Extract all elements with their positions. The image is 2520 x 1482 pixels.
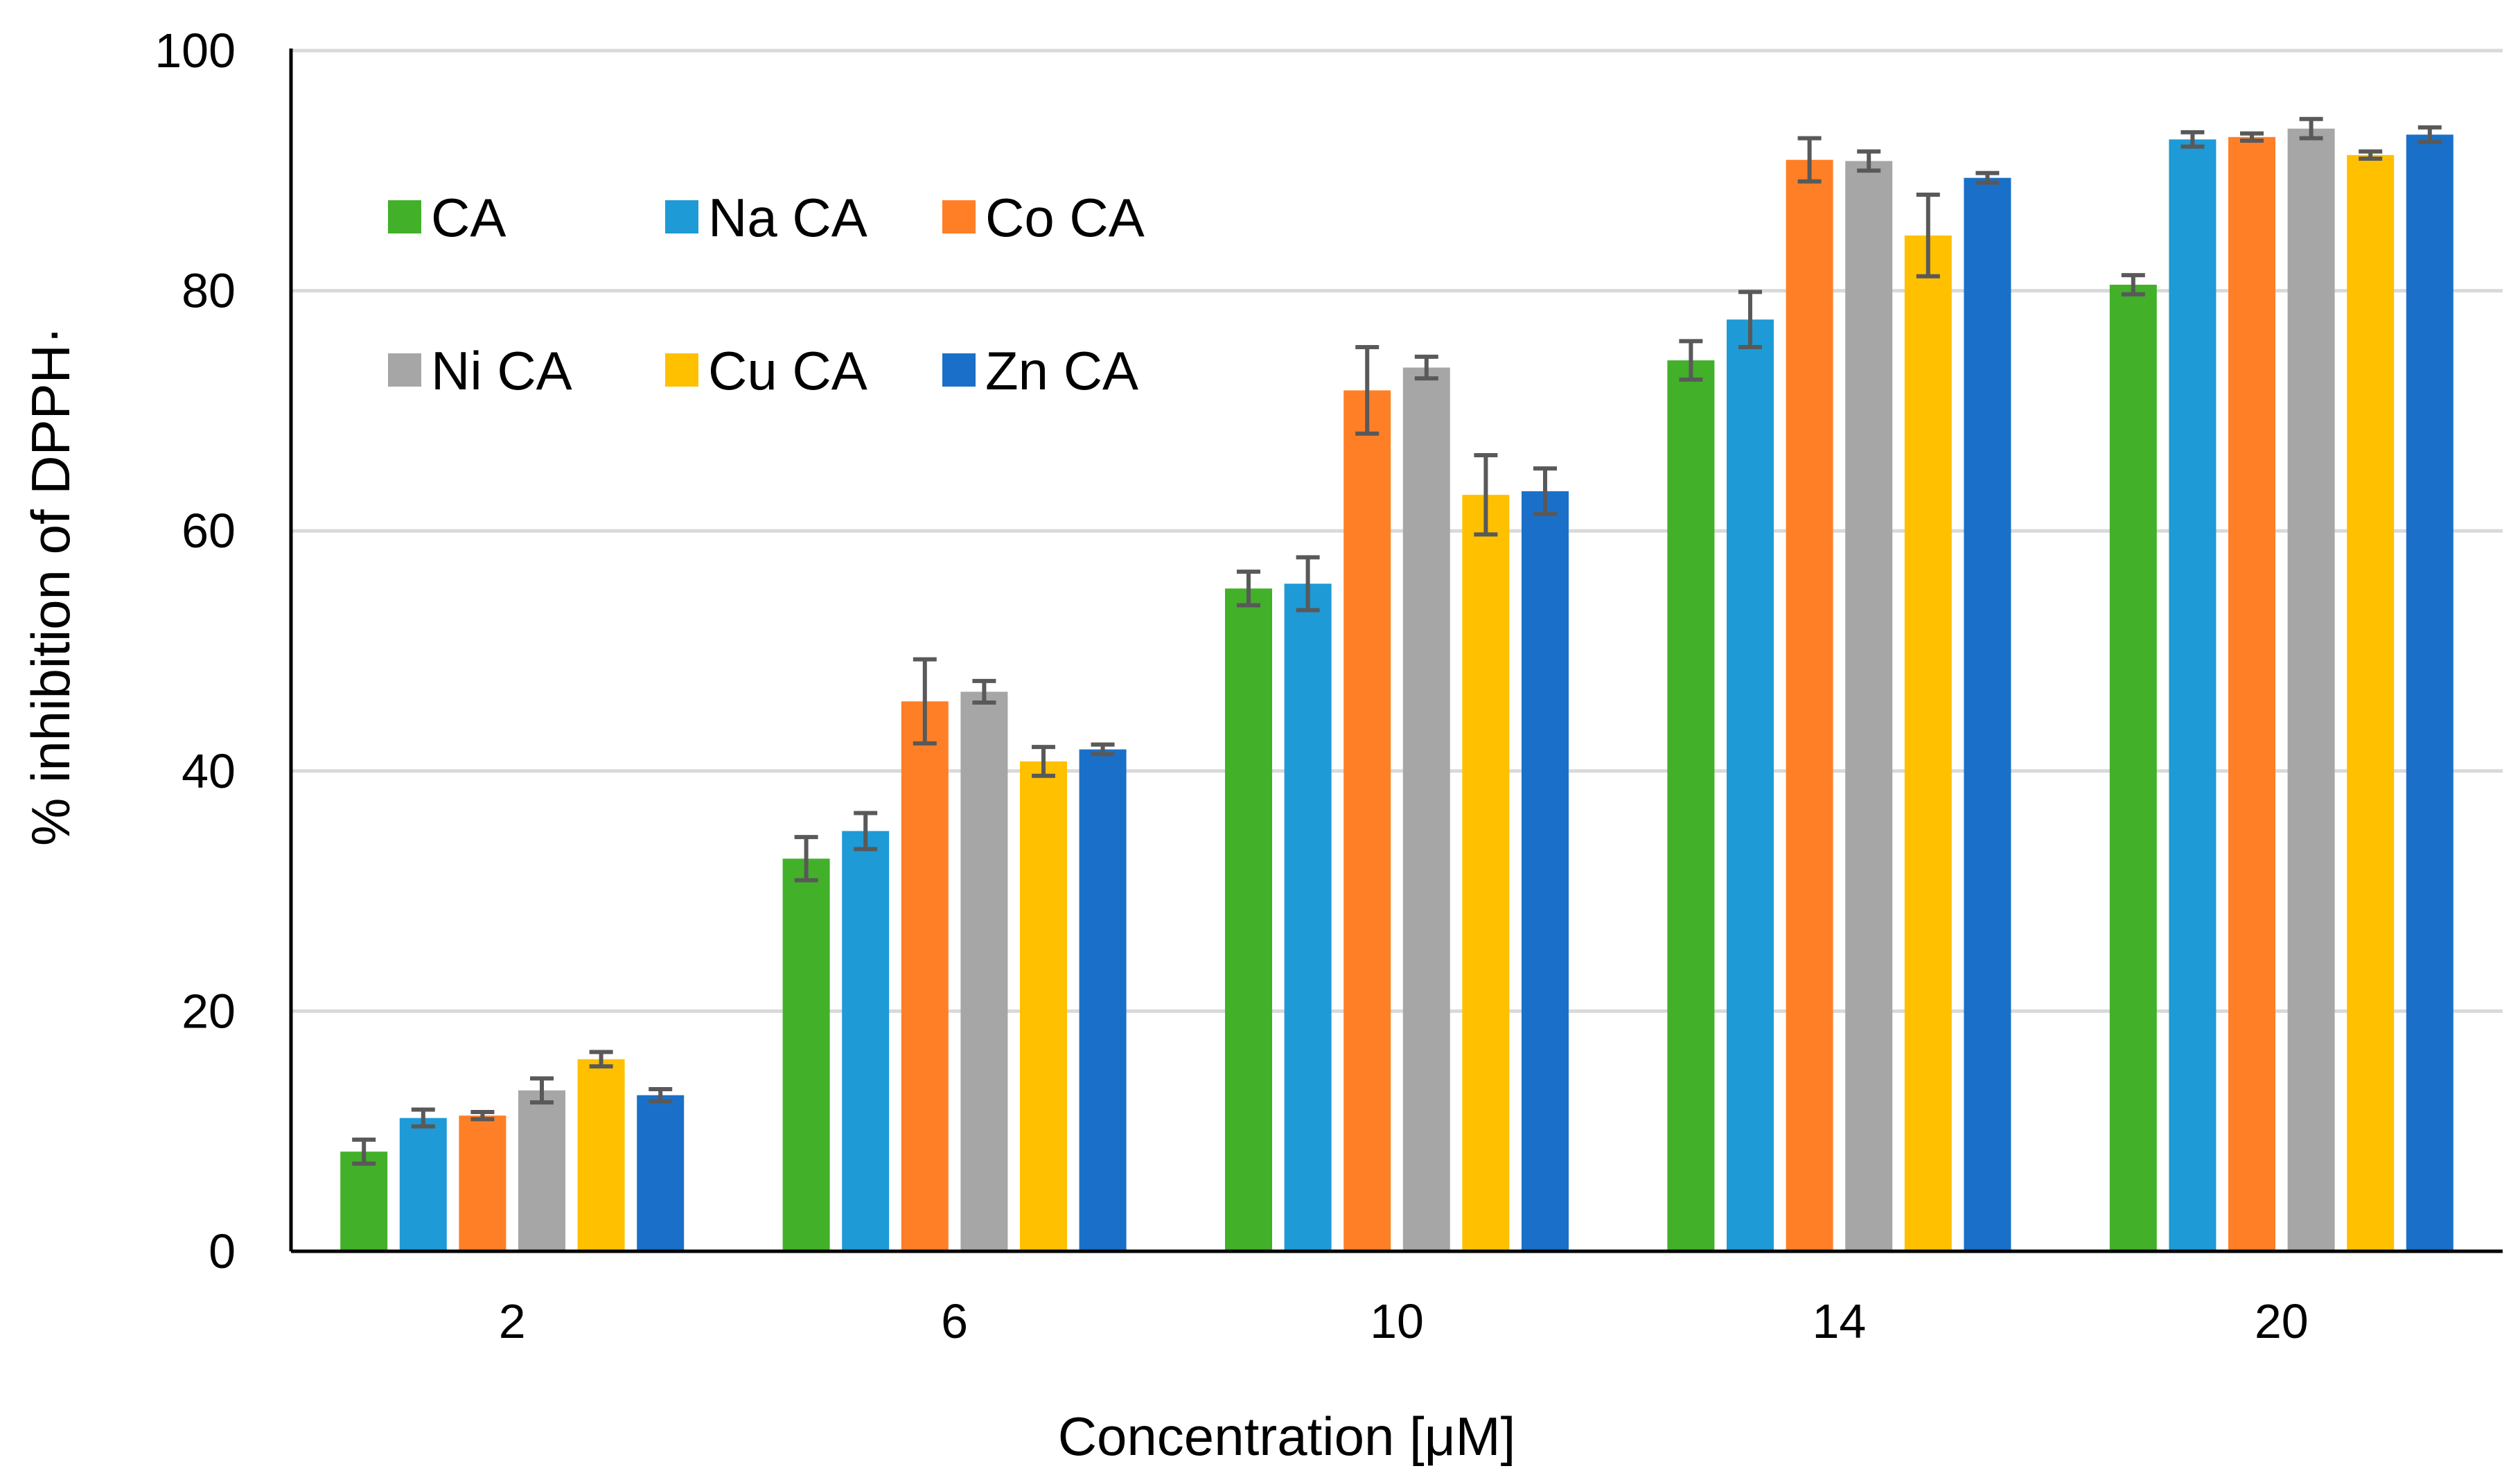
bar [2228,136,2275,1251]
bar [1786,159,1833,1251]
legend-label: Cu CA [708,340,867,401]
legend-swatch [942,353,976,387]
bar [1667,360,1715,1251]
bar [1225,588,1272,1251]
y-tick-label: 60 [182,504,236,558]
bar [637,1095,685,1251]
bars [340,116,2453,1252]
bar [1402,367,1450,1252]
legend-swatch [665,200,698,233]
bar [901,701,949,1251]
bar [1522,491,1569,1251]
x-tick-label: 6 [941,1294,968,1348]
x-tick-label: 20 [2255,1294,2309,1348]
y-tick-label: 40 [182,744,236,798]
legend-label: Zn CA [985,340,1138,401]
x-tick-label: 2 [499,1294,526,1348]
bar [2109,284,2157,1251]
bar [518,1090,565,1251]
y-tick-label: 0 [209,1224,236,1278]
x-axis-title: Concentration [μM] [1058,1406,1516,1467]
legend: CA Na CA Co CA Ni CA Cu CA Zn CA [388,187,1145,401]
legend-swatch [388,200,421,233]
bar [1343,390,1391,1252]
bar [2287,128,2335,1251]
x-tick-label: 14 [1812,1294,1866,1348]
bar [782,858,830,1251]
bar [1462,495,1510,1252]
y-axis-title: % inhibition of DPPH· [20,326,81,846]
bar [2347,155,2395,1251]
bar [1845,161,1893,1251]
bar [2406,134,2453,1251]
bar [577,1059,625,1251]
bar [1020,761,1067,1251]
legend-label: Ni CA [431,340,572,401]
legend-swatch [665,353,698,387]
axes: 0 20 40 60 80 100 2 6 10 14 20 [155,24,2503,1348]
bar [1964,177,2011,1251]
bar [1904,235,1952,1252]
bar [399,1118,447,1251]
bar [960,691,1008,1251]
bar [2169,139,2217,1252]
legend-swatch [388,353,421,387]
bar [459,1115,506,1251]
y-tick-label: 20 [182,984,236,1038]
x-tick-label: 10 [1370,1294,1424,1348]
bar [1079,749,1127,1251]
legend-label: CA [431,187,506,248]
legend-swatch [942,200,976,233]
y-tick-label: 100 [155,24,236,78]
bar [1284,583,1332,1251]
legend-label: Co CA [985,187,1145,248]
bar [340,1152,388,1251]
y-tick-label: 80 [182,264,236,318]
bar [1727,319,1774,1251]
bar [842,831,890,1251]
legend-label: Na CA [708,187,867,248]
